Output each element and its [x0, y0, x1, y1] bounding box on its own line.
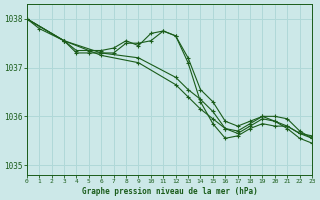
X-axis label: Graphe pression niveau de la mer (hPa): Graphe pression niveau de la mer (hPa) [82, 187, 257, 196]
